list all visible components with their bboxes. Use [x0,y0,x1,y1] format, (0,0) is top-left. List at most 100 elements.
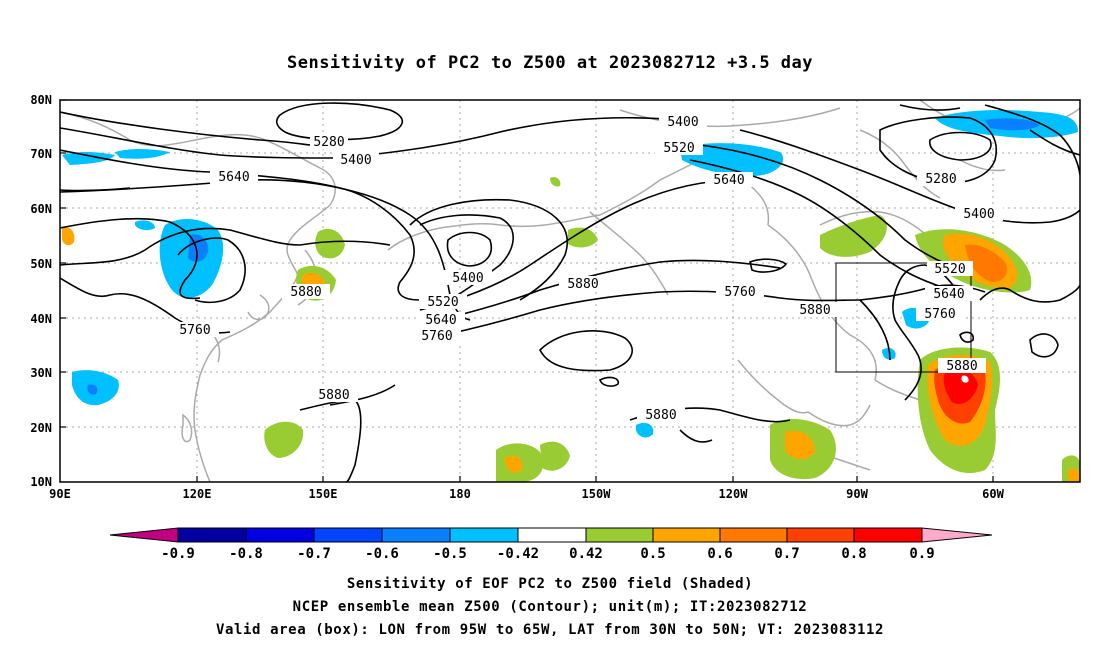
colorbar-left-arrow [109,527,179,543]
contour-label: 5640 [705,172,753,188]
svg-text:5880: 5880 [799,303,830,318]
svg-text:5400: 5400 [340,153,371,168]
contour-label: 5640 [925,286,973,302]
svg-text:5880: 5880 [946,359,977,374]
svg-text:5760: 5760 [421,329,452,344]
colorbar-segment [853,527,923,543]
colorbar-segment [786,527,855,543]
figure-title: Sensitivity of PC2 to Z500 at 2023082712… [287,53,813,73]
colorbar-segment [313,527,383,543]
svg-text:5760: 5760 [179,323,210,338]
colorbar-tick-label: -0.5 [433,546,467,562]
colorbar-tick-label: 0.7 [774,546,799,562]
map-frame [59,99,1081,483]
latitude-labels: 80N 70N 60N 50N 40N 30N 20N 10N [30,93,52,489]
svg-text:5520: 5520 [663,141,694,156]
contour-label: 5880 [791,302,839,318]
longitude-labels: 90E 120E 150E 180 150W 120W 90W 60W [49,487,1004,501]
lon-tick-label: 150W [582,487,612,501]
colorbar-tick-label: -0.6 [365,546,399,562]
footer-line-2: NCEP ensemble mean Z500 (Contour); unit(… [293,599,808,615]
contour-label: 5400 [444,270,492,286]
lon-tick-label: 60W [982,487,1004,501]
colorbar-segment [585,527,654,543]
colorbar-tick-label: -0.9 [161,546,195,562]
colorbar-tick-label: 0.5 [640,546,665,562]
lon-tick-label: 90E [49,487,71,501]
lon-tick-label: 180 [449,487,471,501]
svg-text:5640: 5640 [425,313,456,328]
lat-tick-label: 30N [30,366,52,380]
lat-tick-label: 20N [30,421,52,435]
colorbar-right-arrow [921,527,993,543]
contour-label: 5280 [917,171,965,187]
svg-text:5880: 5880 [645,408,676,423]
svg-text:5880: 5880 [567,277,598,292]
colorbar-segment [517,527,587,543]
contour-label: 5880 [637,407,685,423]
svg-text:5640: 5640 [713,173,744,188]
contour-label: 5400 [333,152,379,168]
contour-label: 5640 [210,169,258,185]
colorbar-segment [381,527,451,543]
lat-tick-label: 40N [30,312,52,326]
colorbar [109,527,993,543]
lon-tick-label: 90W [846,487,868,501]
lat-tick-label: 80N [30,93,52,107]
contour-label: 5880 [938,358,986,374]
colorbar-segment [719,527,788,543]
contour-label: 5760 [916,306,964,322]
colorbar-tick-labels: -0.9 -0.8 -0.7 -0.6 -0.5 -0.42 0.42 0.5 … [161,546,935,562]
colorbar-tick-label: -0.8 [229,546,263,562]
svg-text:5520: 5520 [934,262,965,277]
contour-label: 5520 [927,261,973,277]
svg-text:5280: 5280 [313,135,344,150]
lon-tick-label: 120W [719,487,749,501]
colorbar-segment [652,527,721,543]
lon-tick-label: 120E [183,487,212,501]
colorbar-tick-label: 0.6 [707,546,732,562]
contour-label: 5280 [310,134,348,150]
footer-line-1: Sensitivity of EOF PC2 to Z500 field (Sh… [347,576,753,592]
colorbar-tick-label: 0.42 [569,546,603,562]
contour-label: 5760 [413,328,461,344]
svg-text:5760: 5760 [924,307,955,322]
shaded-positive [62,177,1080,482]
lat-tick-label: 10N [30,475,52,489]
contour-label: 5880 [310,387,358,403]
lat-tick-label: 50N [30,257,52,271]
contour-label: 5760 [171,322,219,338]
contour-label: 5880 [559,276,607,292]
contour-label-group: 5280 5400 5640 5400 5520 5640 5280 5400 … [171,114,1003,423]
svg-text:5760: 5760 [724,285,755,300]
svg-text:5880: 5880 [318,388,349,403]
contour-label: 5760 [716,284,764,300]
svg-text:5400: 5400 [452,271,483,286]
colorbar-tick-label: -0.42 [497,546,539,562]
lat-tick-label: 70N [30,147,52,161]
svg-text:5400: 5400 [667,115,698,130]
svg-text:5280: 5280 [925,172,956,187]
footer-line-3: Valid area (box): LON from 95W to 65W, L… [216,622,884,638]
contour-label: 5520 [419,294,467,310]
contour-label: 5640 [417,312,465,328]
colorbar-segment [245,527,315,543]
valid-area-box [835,262,972,373]
svg-text:5640: 5640 [218,170,249,185]
map-area: 5280 5400 5640 5400 5520 5640 5280 5400 … [60,100,1080,482]
contour-label: 5880 [282,284,330,300]
svg-text:5400: 5400 [963,207,994,222]
svg-text:5520: 5520 [427,295,458,310]
lat-tick-label: 60N [30,202,52,216]
svg-text:5880: 5880 [290,285,321,300]
colorbar-segment [177,527,247,543]
svg-text:5640: 5640 [933,287,964,302]
footer-caption: Sensitivity of EOF PC2 to Z500 field (Sh… [216,576,884,638]
colorbar-tick-label: -0.7 [297,546,331,562]
lon-tick-label: 150E [309,487,338,501]
colorbar-segment [449,527,519,543]
contour-label: 5400 [659,114,707,130]
tick-marks [60,99,994,482]
colorbar-tick-label: 0.8 [841,546,866,562]
